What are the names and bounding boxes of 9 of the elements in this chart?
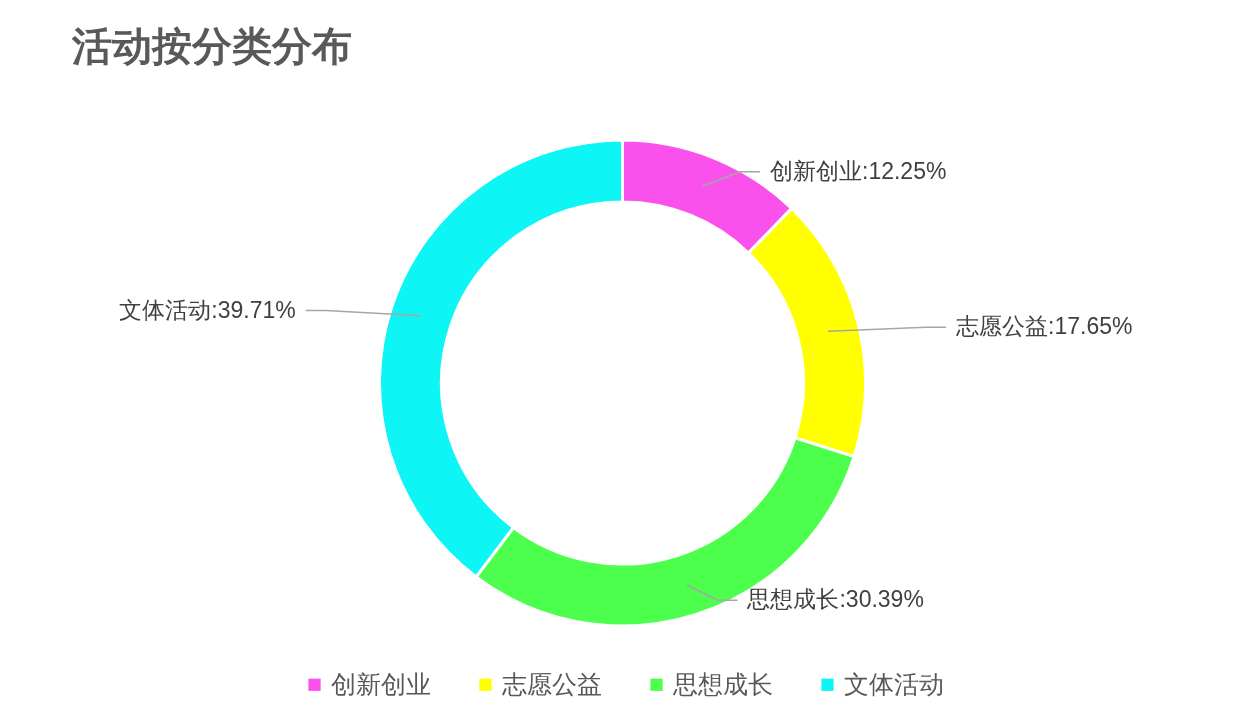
data-label: 思想成长:30.39% [746, 586, 924, 613]
legend-label: 志愿公益 [502, 669, 602, 698]
legend-label: 文体活动 [844, 669, 944, 698]
data-label: 文体活动:39.71% [119, 296, 296, 323]
chart-title: 活动按分类分布 [71, 24, 352, 68]
data-label: 志愿公益:17.65% [956, 313, 1133, 340]
legend-label: 思想成长 [672, 669, 773, 698]
data-label: 创新创业:12.25% [770, 157, 947, 184]
legend-label: 创新创业 [331, 669, 431, 698]
